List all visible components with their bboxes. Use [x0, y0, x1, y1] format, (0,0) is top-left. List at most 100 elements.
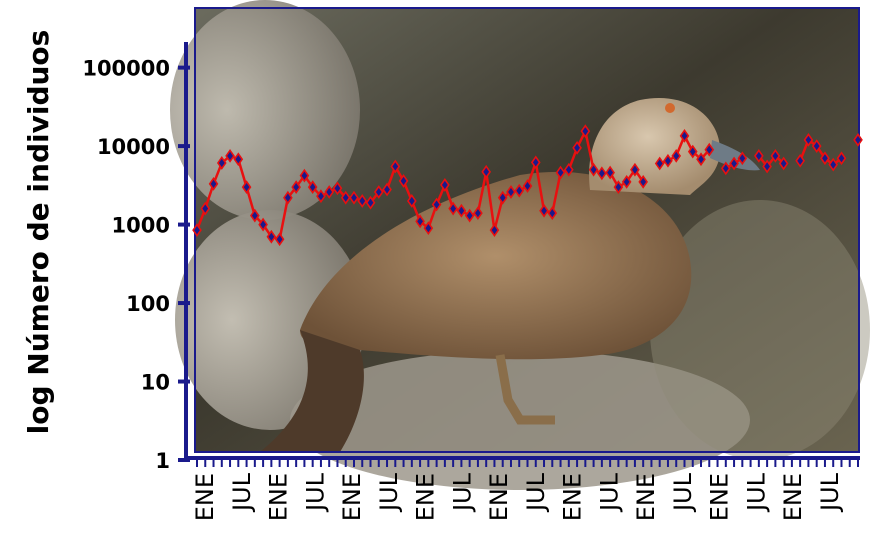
data-point [762, 159, 772, 174]
data-point [588, 162, 599, 177]
x-tick-label: JUL [375, 472, 403, 513]
x-tick-label: ENE [706, 473, 734, 521]
data-point [266, 229, 277, 244]
x-tick-label: ENE [779, 473, 807, 521]
y-tick-label: 1000 [112, 214, 170, 238]
y-tick-group: 1 10 100 1000 10000 100000 [82, 57, 190, 473]
data-point [580, 124, 591, 139]
data-point [390, 159, 401, 174]
y-tick-label: 1 [155, 449, 170, 473]
data-point [448, 201, 458, 216]
data-point [696, 152, 706, 167]
data-point [572, 140, 582, 155]
data-point [365, 195, 376, 210]
photo-rock-left [170, 0, 360, 220]
data-point [340, 190, 351, 205]
x-tick-label: ENE [191, 473, 219, 521]
y-tick-label: 100 [126, 292, 170, 316]
data-point [555, 165, 566, 180]
data-point [754, 149, 764, 163]
data-point [530, 155, 541, 170]
data-point [250, 208, 260, 223]
data-point [506, 185, 516, 199]
data-point [547, 206, 558, 221]
x-tick-label: ENE [559, 473, 587, 521]
x-tick-label: ENE [412, 473, 440, 521]
photo-duck-tail [260, 330, 364, 452]
data-point [456, 203, 467, 218]
data-point [654, 156, 665, 171]
data-point [208, 176, 219, 191]
data-point [324, 185, 335, 199]
data-point [663, 153, 673, 168]
x-tick-label: JUL [742, 472, 770, 513]
data-point [671, 149, 682, 163]
x-tick-label: ENE [632, 473, 660, 521]
x-tick-label: JUL [522, 472, 550, 513]
data-point [621, 174, 632, 189]
photo-duck-body [300, 171, 692, 360]
data-point [803, 132, 814, 147]
data-point [820, 151, 830, 166]
data-point [283, 190, 293, 205]
data-point [630, 162, 640, 177]
data-point [489, 223, 500, 238]
data-point [687, 144, 698, 159]
data-point [795, 153, 805, 168]
data-point [514, 183, 525, 198]
data-point [679, 128, 690, 143]
x-tick-label: JUL [228, 472, 256, 513]
data-point [811, 139, 822, 153]
y-tick-label: 10 [141, 371, 170, 395]
data-point [200, 201, 211, 216]
data-point [373, 185, 384, 199]
x-tick-label: JUL [595, 472, 623, 513]
data-point [539, 203, 549, 218]
data-point [258, 217, 268, 232]
data-point [233, 152, 244, 167]
data-point [853, 132, 863, 147]
photo-duck-bill [710, 140, 760, 171]
photo-duck-neck [589, 98, 720, 195]
data-point [307, 180, 318, 195]
x-tick-group [196, 458, 859, 467]
data-point [274, 232, 285, 247]
y-tick-label: 100000 [82, 57, 170, 81]
data-point [332, 181, 343, 196]
x-tick-label: JUL [669, 472, 697, 513]
data-point [729, 156, 739, 171]
data-point [357, 194, 368, 208]
data-point [704, 142, 715, 157]
data-point [423, 221, 434, 236]
data-point [241, 180, 252, 195]
data-point [464, 208, 475, 223]
data-point [737, 151, 748, 166]
x-tick-label: JUL [816, 472, 844, 513]
x-tick-label: ENE [265, 473, 293, 521]
data-point [192, 223, 202, 238]
data-point [638, 174, 649, 189]
data-point [778, 156, 789, 171]
photo-duck-eye [665, 103, 675, 113]
x-tick-label: JUL [448, 472, 476, 513]
data-point [398, 174, 409, 188]
data-point [349, 190, 359, 205]
series-group [192, 124, 863, 247]
x-tick-label-group: ENE JUL ENE JUL ENE JUL ENE JUL ENE JUL ENE JUL ENE J… [191, 472, 844, 521]
data-point [382, 182, 392, 197]
data-point [605, 165, 615, 180]
data-point [481, 164, 492, 179]
data-point [473, 206, 483, 221]
data-point [415, 214, 425, 229]
x-tick-label: ENE [338, 473, 366, 521]
y-axis-label: log Número de individuos [22, 30, 55, 435]
data-point [431, 197, 442, 212]
data-point [720, 161, 731, 176]
data-point [216, 156, 227, 170]
data-point [770, 149, 781, 163]
data-point [406, 194, 417, 208]
data-point [836, 151, 847, 166]
data-point [522, 179, 533, 193]
x-tick-label: ENE [485, 473, 513, 521]
